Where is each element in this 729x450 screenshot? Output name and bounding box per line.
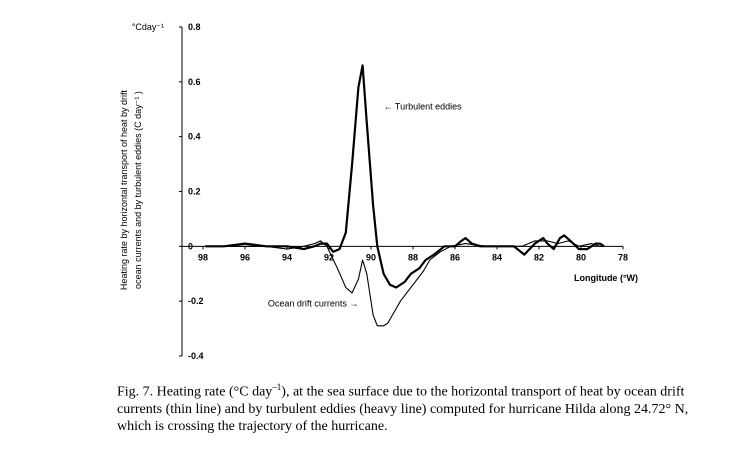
y-unit: °Cday⁻¹ [132,22,164,32]
x-tick-label: 82 [534,252,544,262]
x-tick-label: 80 [576,252,586,262]
x-tick-label: 90 [366,252,376,262]
annotation: ← Turbulent eddies [384,101,463,111]
y-tick-label: 0.6 [188,77,201,87]
x-tick-label: 86 [450,252,460,262]
y-axis-label: Heating rate by horizontal transport of … [119,89,129,290]
x-tick-label: 96 [240,252,250,262]
x-tick-label: 98 [198,252,208,262]
x-tick-label: 94 [282,252,292,262]
y-tick-label: 0.4 [188,132,201,142]
data-line [205,240,605,327]
x-tick-label: 78 [618,252,628,262]
x-axis-label: Longitude (°W) [574,273,638,283]
data-line [205,64,605,289]
caption: Fig. 7. Heating rate (°C day–1), at the … [117,379,717,435]
y-tick-label: 0 [188,241,193,251]
caption-sup: –1 [272,382,282,392]
x-tick-label: 92 [324,252,334,262]
chart: °Cday⁻¹ Longitude (°W) 0.8 0.6 0.4 0.2 0 -0.2… [119,22,638,361]
y-tick-label: 0.8 [188,22,201,32]
x-tick-label: 84 [492,252,502,262]
y-tick-label: -0.2 [188,296,204,306]
y-tick-label: 0.2 [188,187,201,197]
caption-text: Fig. 7. Heating rate (°C day [117,384,273,400]
y-tick-label: -0.4 [188,351,204,361]
y-axis-label: ocean currents and by turbulent eddies (… [133,91,143,289]
x-tick-label: 88 [408,252,418,262]
annotation: Ocean drift currents → [268,299,359,309]
caption-text: ), at the sea surface due to the horizon… [117,384,689,434]
